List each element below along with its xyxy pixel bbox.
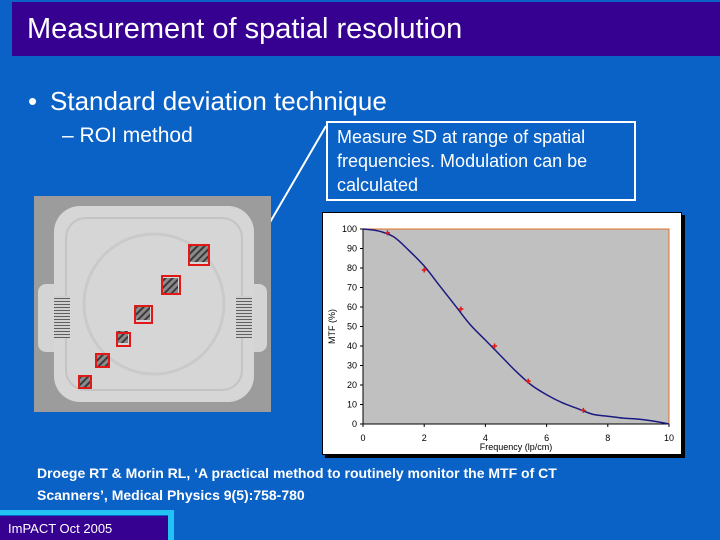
roi-box [161,275,181,295]
x-tick-label: 4 [483,433,488,443]
mtf-chart-svg: 0 10 20 30 40 50 60 70 80 90 100 0 2 4 6 8 10 Frequency… [327,224,674,452]
slide-title: Measurement of spatial resolution [27,13,463,45]
x-tick-label: 0 [360,433,365,443]
title-bar: Measurement of spatial resolution [12,2,720,56]
bullet-text: Standard deviation technique [50,86,387,116]
citation-line-2: Scanners’, Medical Physics 9(5):758-780 [37,487,305,503]
phantom-graphic [34,196,271,412]
y-tick-label: 30 [347,361,357,371]
y-tick-label: 80 [347,263,357,273]
citation: Droege RT & Morin RL, ‘A practical metho… [37,462,697,506]
mtf-data-point [580,407,586,413]
x-tick-label: 2 [422,433,427,443]
ct-phantom-image [34,196,271,412]
roi-box [95,353,110,368]
y-tick-label: 100 [342,224,357,234]
y-axis-label: MTF (%) [327,309,337,344]
mtf-curve-line [362,228,670,425]
x-axis-label: Frequency (lp/cm) [480,442,553,452]
plot-area [362,228,670,425]
mtf-data-point [525,378,531,384]
x-tick-label: 10 [664,433,674,443]
footer-accent [0,510,174,515]
mtf-data-point [458,306,464,312]
citation-line-1: Droege RT & Morin RL, ‘A practical metho… [37,465,557,481]
footer-accent-vertical [168,510,174,540]
y-tick-label: 10 [347,400,357,410]
x-tick-label: 6 [544,433,549,443]
roi-box [78,375,92,389]
callout-line-3: calculated [337,175,419,195]
sub-bullet-roi-method: – ROI method [62,124,193,148]
y-tick-label: 50 [347,322,357,332]
bullet-standard-deviation: • Standard deviation technique [28,86,387,117]
mtf-data-points [384,230,586,413]
x-tick-labels: 0 2 4 6 8 10 [360,424,674,443]
mtf-data-point [492,343,498,349]
y-tick-label: 40 [347,341,357,351]
callout-line-1: Measure SD at range of spatial [337,127,586,147]
y-tick-labels: 0 10 20 30 40 50 60 70 80 90 100 [342,224,363,429]
y-tick-label: 0 [352,419,357,429]
mtf-data-point [421,267,427,273]
callout-box: Measure SD at range of spatial frequenci… [326,121,636,201]
roi-box [134,305,153,324]
bullet-marker: • [28,86,38,116]
mtf-chart: 0 10 20 30 40 50 60 70 80 90 100 0 2 4 6 8 10 Frequency… [322,212,682,455]
roi-box [188,244,210,266]
sub-bullet-marker: – [62,124,74,147]
y-tick-label: 20 [347,380,357,390]
sub-bullet-text: ROI method [79,124,193,147]
footer-label: ImPACT Oct 2005 [0,516,168,540]
mtf-data-point [384,230,390,236]
y-tick-label: 90 [347,244,357,254]
roi-box [116,332,131,347]
x-tick-label: 8 [605,433,610,443]
callout-line-2: frequencies. Modulation can be [337,151,588,171]
y-tick-label: 60 [347,302,357,312]
y-tick-label: 70 [347,283,357,293]
